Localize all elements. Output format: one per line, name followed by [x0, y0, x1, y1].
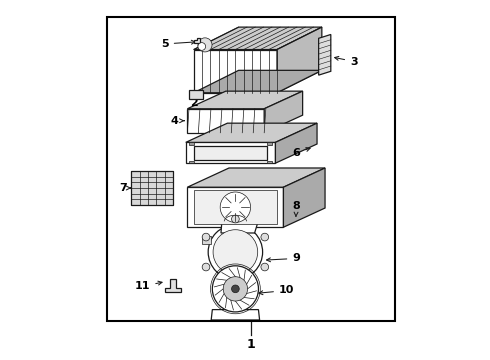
Circle shape: [198, 38, 212, 52]
Text: 8: 8: [293, 201, 300, 216]
Text: 10: 10: [259, 285, 294, 296]
Polygon shape: [211, 310, 260, 320]
Polygon shape: [189, 161, 194, 163]
Polygon shape: [283, 168, 325, 227]
Circle shape: [261, 263, 269, 271]
Text: 9: 9: [267, 253, 300, 264]
Circle shape: [202, 263, 210, 271]
Text: 3: 3: [335, 57, 358, 67]
Polygon shape: [186, 123, 317, 142]
Polygon shape: [187, 168, 325, 187]
Circle shape: [232, 285, 239, 293]
Polygon shape: [194, 190, 277, 224]
Polygon shape: [318, 35, 331, 75]
Circle shape: [213, 230, 258, 274]
Polygon shape: [131, 171, 173, 205]
Text: 2: 2: [190, 93, 197, 108]
Text: 4: 4: [171, 116, 184, 126]
Polygon shape: [187, 91, 303, 109]
Polygon shape: [186, 142, 275, 163]
Polygon shape: [189, 142, 194, 145]
Polygon shape: [264, 91, 303, 133]
Polygon shape: [187, 109, 264, 133]
Circle shape: [261, 233, 269, 241]
Polygon shape: [189, 90, 203, 99]
Circle shape: [202, 233, 210, 241]
Text: 11: 11: [135, 281, 162, 291]
Polygon shape: [268, 142, 272, 145]
Circle shape: [212, 266, 258, 312]
Text: 6: 6: [293, 148, 310, 158]
Circle shape: [220, 192, 250, 222]
Polygon shape: [194, 27, 322, 50]
Polygon shape: [194, 50, 277, 93]
Circle shape: [198, 42, 206, 50]
Polygon shape: [194, 145, 268, 160]
Polygon shape: [187, 187, 283, 227]
Polygon shape: [194, 70, 322, 93]
Circle shape: [208, 225, 263, 279]
Polygon shape: [202, 236, 211, 244]
Circle shape: [232, 281, 239, 289]
Text: 7: 7: [120, 183, 130, 193]
Text: 5: 5: [161, 39, 196, 49]
Polygon shape: [268, 161, 272, 163]
Polygon shape: [277, 27, 322, 93]
Text: 1: 1: [247, 338, 256, 351]
Polygon shape: [275, 123, 317, 163]
Polygon shape: [165, 279, 181, 292]
Polygon shape: [221, 212, 261, 233]
Circle shape: [232, 215, 239, 223]
Circle shape: [223, 277, 247, 301]
Polygon shape: [194, 38, 200, 43]
